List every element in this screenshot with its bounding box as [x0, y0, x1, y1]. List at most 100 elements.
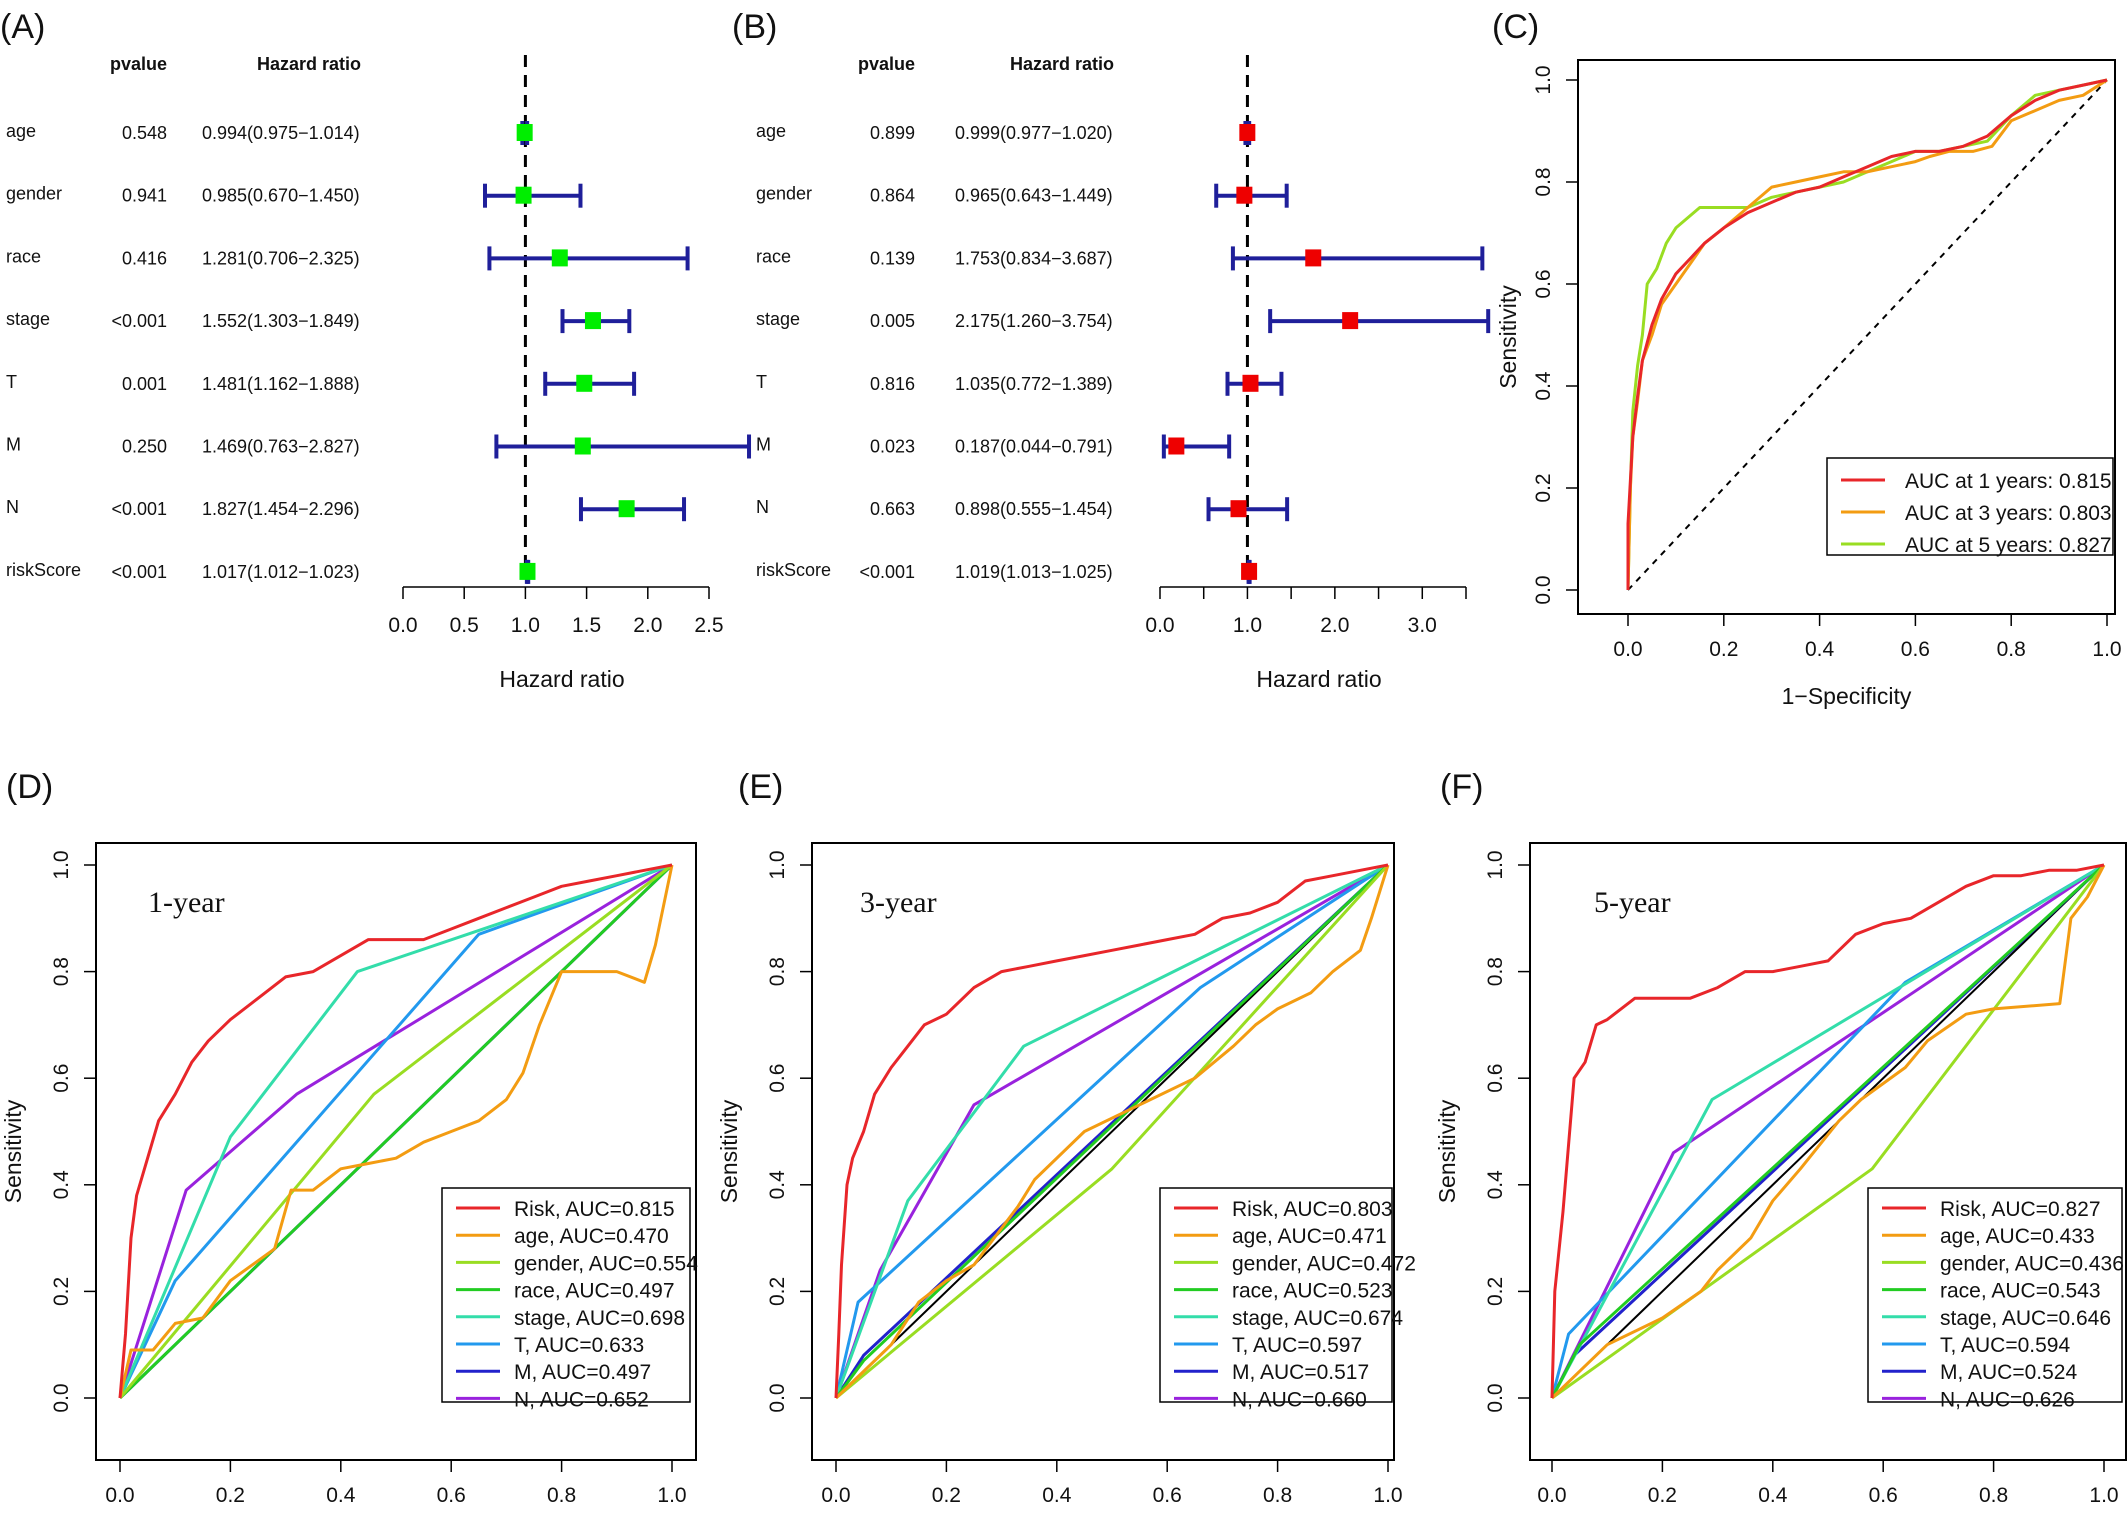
panel-label: (F) — [1440, 768, 1483, 806]
plot-frame — [95, 842, 697, 1461]
y-tick-label: 0.4 — [1532, 371, 1555, 401]
legend-entry: race, AUC=0.497 — [514, 1280, 675, 1303]
row-pvalue: 0.001 — [122, 374, 167, 394]
row-label: riskScore — [6, 560, 81, 580]
roc-curve-3 — [834, 863, 1390, 1399]
x-tick-label: 0.0 — [388, 614, 417, 637]
row-label: riskScore — [756, 560, 831, 580]
hr-marker — [584, 312, 601, 330]
hr-marker — [1236, 186, 1253, 204]
x-tick-label: 0.6 — [1901, 638, 1930, 661]
row-hazard-ratio: 0.187(0.044−0.791) — [955, 437, 1113, 457]
y-tick-label: 0.2 — [1532, 473, 1555, 502]
row-pvalue: 0.250 — [122, 437, 167, 457]
y-tick-label: 0.6 — [50, 1064, 73, 1093]
inset-label: 5-year — [1594, 886, 1671, 919]
legend-entry: Risk, AUC=0.803 — [1232, 1198, 1393, 1221]
row-label: M — [6, 435, 21, 455]
roc-curve-2 — [118, 863, 673, 1399]
row-pvalue: <0.001 — [859, 562, 915, 582]
diagonal-reference-line — [1551, 864, 2105, 1399]
roc-curve-4 — [1550, 863, 2105, 1399]
x-tick-label: 0.8 — [1979, 1484, 2008, 1507]
legend-entry: AUC at 1 years: 0.815 — [1905, 470, 2112, 493]
x-tick-label: 2.0 — [633, 614, 662, 637]
row-pvalue: <0.001 — [111, 562, 167, 582]
y-tick-label: 0.2 — [50, 1277, 73, 1306]
y-tick-label: 0.4 — [50, 1170, 73, 1200]
y-tick-label: 0.6 — [766, 1064, 789, 1093]
x-tick-label: 0.2 — [1648, 1484, 1677, 1507]
roc-panel-e: (E)0.00.20.40.60.81.00.00.20.40.60.81.01… — [716, 768, 1416, 1507]
x-tick-label: 0.0 — [821, 1484, 850, 1507]
row-pvalue: 0.816 — [870, 374, 915, 394]
x-tick-label: 0.5 — [450, 614, 479, 637]
x-tick-label: 0.8 — [1997, 638, 2026, 661]
roc-curve-1 — [834, 864, 1390, 1400]
x-tick-label: 0.2 — [1709, 638, 1738, 661]
y-tick-label: 0.8 — [1532, 167, 1555, 196]
hr-marker — [1242, 374, 1259, 392]
row-hazard-ratio: 1.481(1.162−1.888) — [202, 374, 360, 394]
legend-box — [1826, 457, 2114, 556]
x-tick-label: 0.4 — [1042, 1484, 1072, 1507]
y-axis-label: Sensitivity — [0, 1099, 26, 1203]
y-tick-label: 0.8 — [766, 957, 789, 986]
row-pvalue: 0.023 — [870, 437, 915, 457]
x-tick-label: 0.4 — [1805, 638, 1835, 661]
plot-frame — [811, 842, 1395, 1461]
roc-curve-1 — [118, 864, 674, 1399]
x-tick-label: 0.6 — [437, 1484, 466, 1507]
y-tick-label: 0.4 — [1484, 1170, 1507, 1200]
row-pvalue: 0.899 — [870, 123, 915, 143]
y-tick-label: 0.8 — [50, 957, 73, 986]
roc-curve-0 — [1626, 78, 2108, 590]
hr-marker — [1305, 249, 1322, 267]
row-label: T — [756, 372, 767, 392]
x-tick-label: 1.0 — [511, 614, 540, 637]
roc-curve-2 — [835, 863, 1390, 1400]
row-hazard-ratio: 0.985(0.670−1.450) — [202, 186, 360, 206]
legend-entry: gender, AUC=0.436 — [1940, 1252, 2124, 1275]
legend-entry: T, AUC=0.633 — [514, 1334, 644, 1357]
hr-marker — [1168, 437, 1185, 455]
legend-entry: AUC at 5 years: 0.827 — [1905, 534, 2112, 557]
row-hazard-ratio: 1.035(0.772−1.389) — [955, 374, 1113, 394]
roc-curve-1 — [1550, 864, 2106, 1400]
y-tick-label: 0.2 — [1484, 1277, 1507, 1306]
row-pvalue: <0.001 — [111, 499, 167, 519]
row-label: age — [756, 121, 786, 141]
diagonal-reference-line — [1627, 79, 2108, 591]
x-axis-label: Hazard ratio — [499, 666, 624, 692]
y-tick-label: 0.6 — [1532, 269, 1555, 298]
row-hazard-ratio: 0.898(0.555−1.454) — [955, 499, 1113, 519]
hr-marker — [618, 500, 635, 518]
roc-curve-2 — [1551, 864, 2106, 1400]
y-axis-label: Sensitivity — [716, 1099, 742, 1203]
legend-entry: M, AUC=0.497 — [514, 1361, 651, 1384]
row-label: N — [6, 497, 19, 517]
y-tick-label: 0.8 — [1484, 957, 1507, 986]
x-tick-label: 0.4 — [326, 1484, 356, 1507]
row-pvalue: 0.864 — [870, 186, 915, 206]
x-tick-label: 0.4 — [1758, 1484, 1788, 1507]
x-tick-label: 1.0 — [1233, 614, 1262, 637]
roc-panel-f: (F)0.00.20.40.60.81.00.00.20.40.60.81.01… — [1434, 768, 2127, 1507]
row-hazard-ratio: 1.753(0.834−3.687) — [955, 248, 1113, 268]
legend-entry: race, AUC=0.543 — [1940, 1280, 2101, 1303]
roc-curve-3 — [118, 863, 674, 1400]
y-tick-label: 1.0 — [1484, 850, 1507, 879]
hr-marker — [1230, 500, 1247, 518]
y-tick-label: 1.0 — [50, 850, 73, 879]
y-tick-label: 0.6 — [1484, 1064, 1507, 1093]
roc-curve-0 — [1550, 863, 2105, 1399]
hr-marker — [516, 124, 533, 141]
roc-curve-3 — [1550, 863, 2106, 1399]
roc-curve-4 — [834, 863, 1389, 1399]
y-tick-label: 0.4 — [766, 1170, 789, 1200]
legend-entry: N, AUC=0.652 — [514, 1388, 649, 1411]
x-tick-label: 0.0 — [1145, 614, 1174, 637]
row-hazard-ratio: 1.827(1.454−2.296) — [202, 499, 360, 519]
roc-panel-d: (D) 0.0 0.2 0.4 0.6 0.8 1.0 0.0 0.2 0.4 0.6 0.8 1.0 1… — [0, 768, 698, 1507]
x-tick-label: 0.0 — [1613, 638, 1642, 661]
